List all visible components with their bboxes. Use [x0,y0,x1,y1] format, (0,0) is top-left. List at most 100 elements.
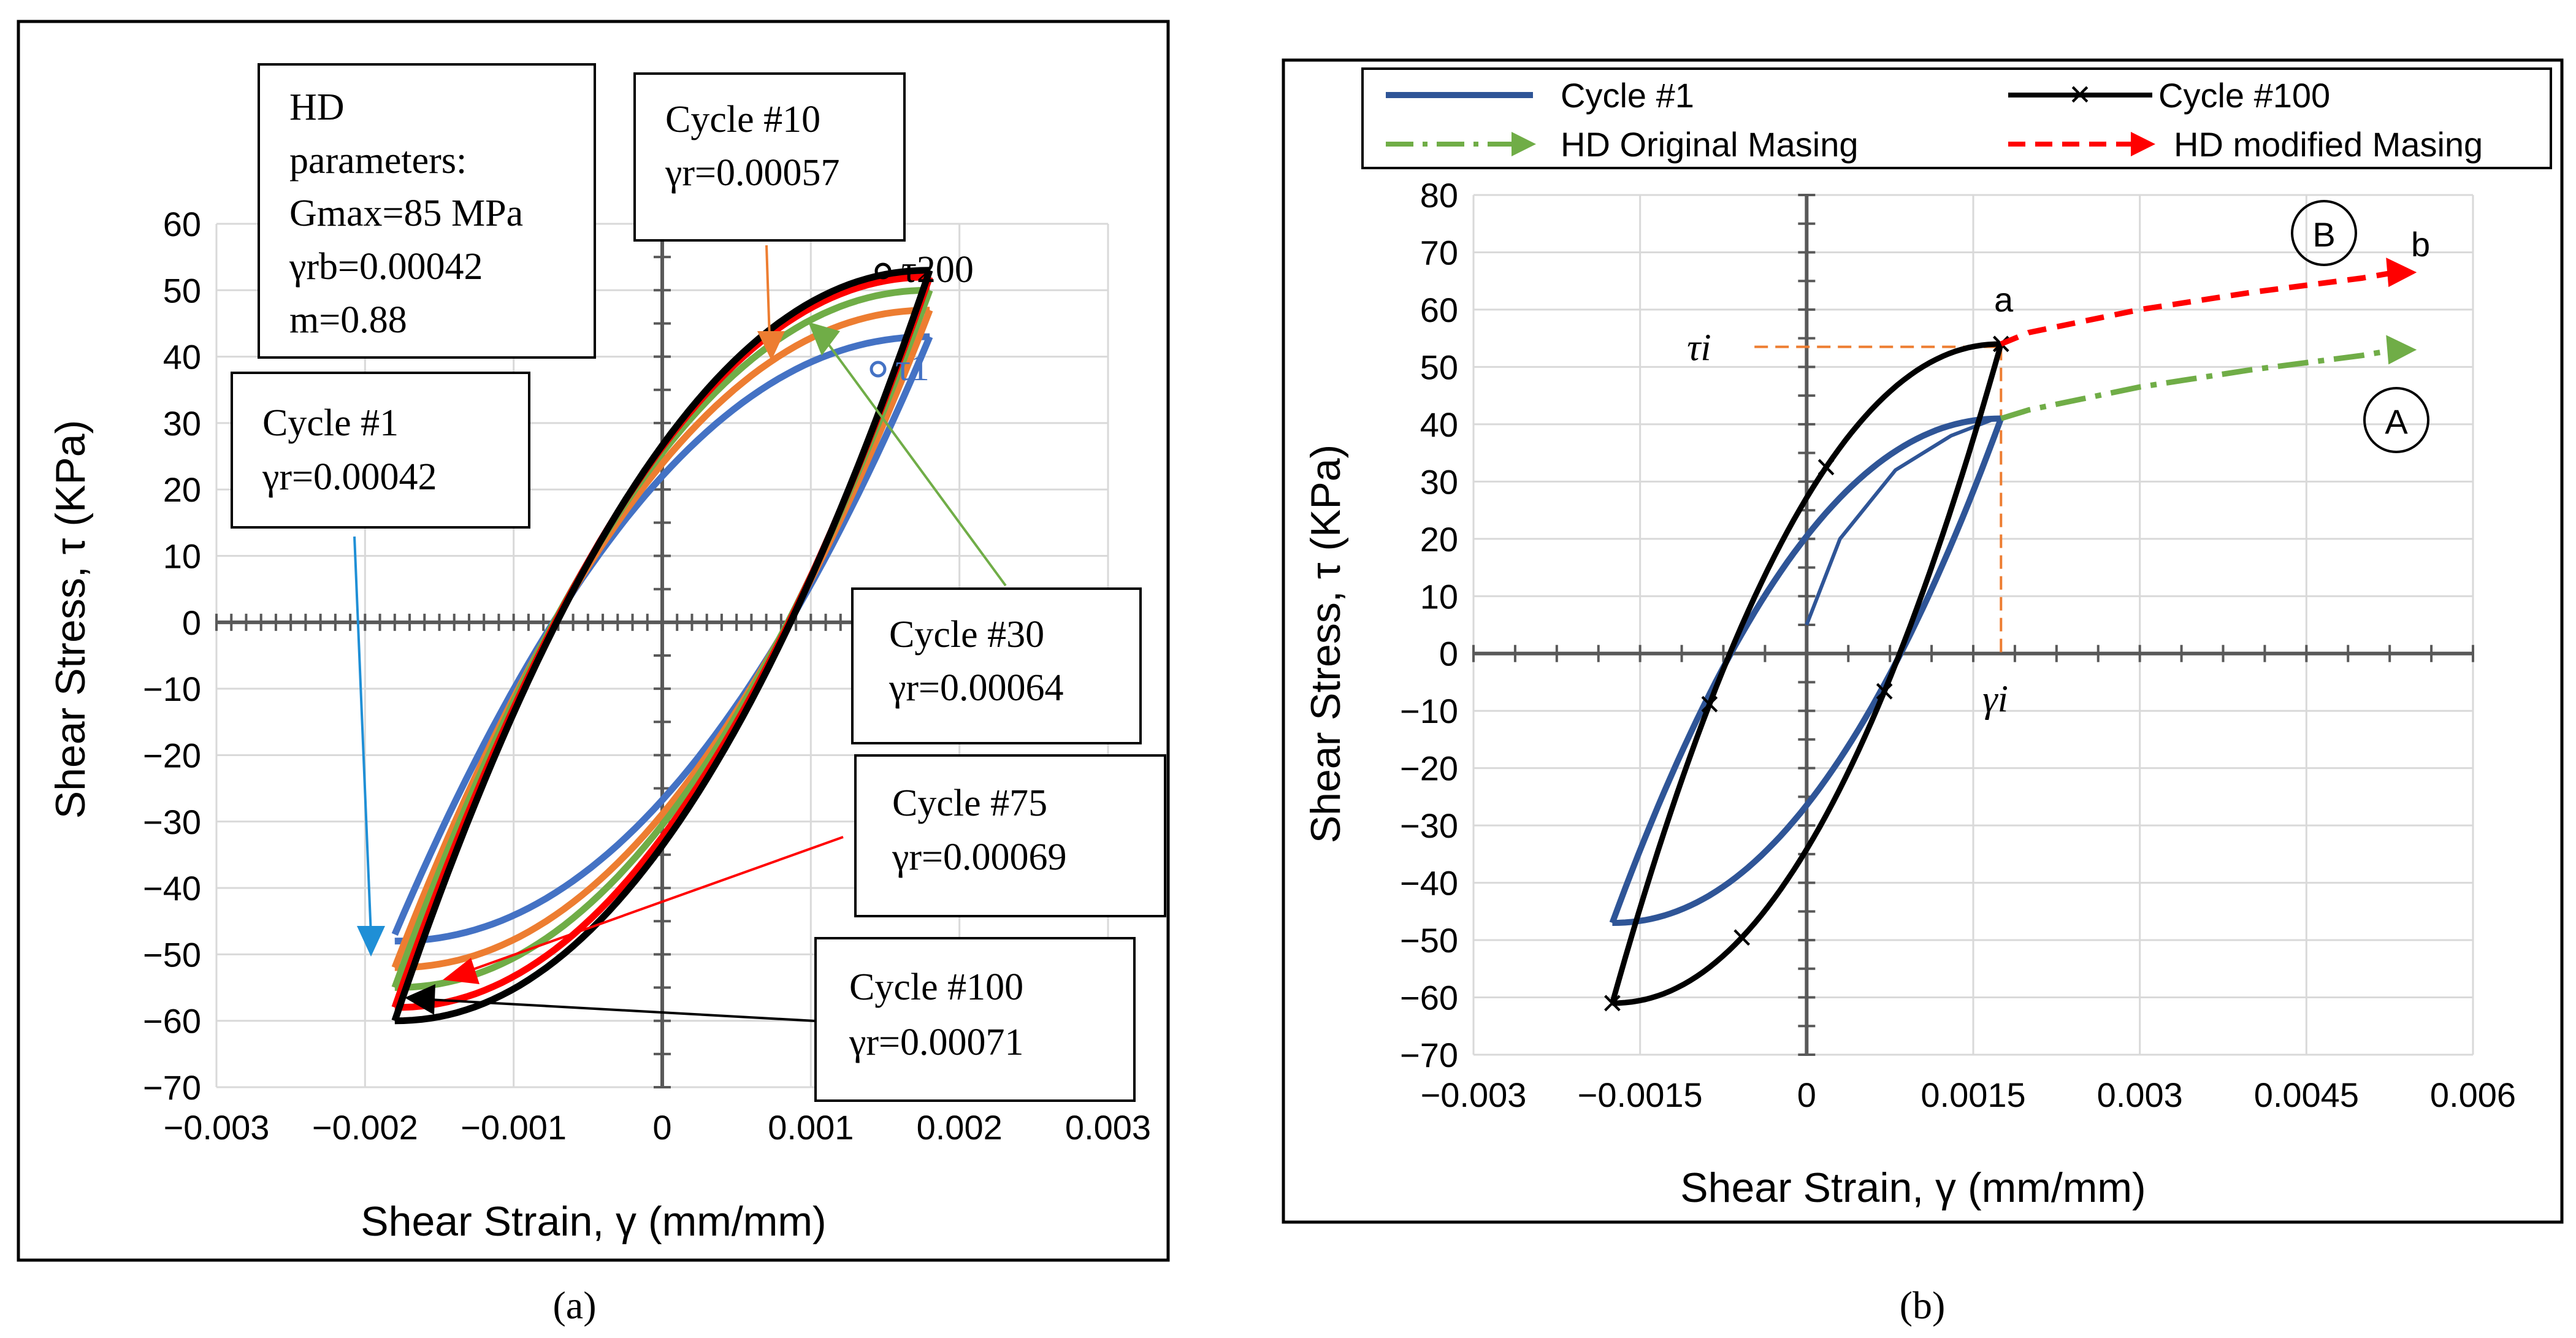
cycle30-box-frame [851,587,1142,744]
cycle30-box: Cycle #30 γr=0.00064 [851,587,1142,744]
cycle10-gamma: γr=0.00057 [665,152,840,194]
cycle30-arrow [827,342,1007,587]
legend-frame [1361,67,2552,169]
panel-b-gridlines [1472,194,2474,1056]
b-y-tick-label: 60 [1420,291,1458,329]
a-x-tick-label: −0.001 [461,1108,567,1147]
label-A: A [2385,402,2408,441]
tau200-marker [874,262,892,280]
panel-b-series-cycle-1-backbone [1805,416,1997,626]
a-y-tick-label: 60 [163,205,201,243]
cycle100-box: Cycle #100 γr=0.00071 [814,937,1136,1102]
cycle1-arrowhead [357,926,385,957]
hd-line-4: γrb=0.00042 [289,246,483,288]
b-y-tick-label: 80 [1420,176,1458,215]
b-y-tick-label: −30 [1400,806,1458,845]
cycle100-arrowhead [405,984,435,1015]
tau1-marker [869,361,887,378]
a-y-tick-label: −10 [143,670,201,708]
hd-line-2: parameters: [289,140,467,182]
a-y-tick-label: −30 [143,803,201,841]
b-x-tick-label: 0.006 [2430,1076,2516,1114]
panel-b-x-axis-label: Shear Strain, γ (mm/mm) [1680,1164,2146,1211]
legend-label-cycle100: Cycle #100 [2158,76,2330,115]
b-y-tick-label: −20 [1400,749,1458,788]
label-b-small: b [2411,225,2430,264]
cycle30-gamma: γr=0.00064 [889,667,1064,709]
cycle75-box: Cycle #75 γr=0.00069 [854,754,1166,917]
panel-a-x-axis-label: Shear Strain, γ (mm/mm) [361,1198,826,1245]
panel-b-series-hd-original-masing [2000,346,2396,421]
cycle100-marker: × [1874,671,1895,712]
b-x-tick-label: 0.003 [2097,1076,2183,1114]
panel-a-y-axis-label: Shear Stress, τ (KPa) [47,420,94,819]
label-B: B [2312,215,2335,254]
cycle10-arrow [765,245,771,338]
panel-a-series-cycle-100-upper [391,267,930,1022]
b-y-tick-label: 20 [1420,520,1458,559]
a-y-tick-label: −70 [143,1068,201,1107]
a-y-tick-label: 40 [163,338,201,377]
a-y-tick-label: −20 [143,736,201,774]
panel-b-tick-labels: −0.003 −0.0015 0 0.0015 0.003 0.0045 0.006 80 70… [1400,176,2516,1114]
panel-b-series-hd-modified-masing-arrowhead [2386,258,2417,288]
legend-label-cycle1: Cycle #1 [1561,76,1694,115]
cycle1-box: Cycle #1 γr=0.00042 [231,372,530,529]
tau-i-label: τi [1687,327,1711,369]
a-x-tick-label: 0 [652,1108,671,1147]
cycle30-title: Cycle #30 [889,614,1044,656]
b-x-tick-label: 0.0015 [1921,1076,2025,1114]
b-y-tick-label: −50 [1400,921,1458,960]
panel-a-tick-labels: −0.003 −0.002 −0.001 0 0.001 0.002 0.003 60 50 40… [143,205,1151,1147]
b-x-tick-label: 0.0045 [2254,1076,2359,1114]
panel-a-series-cycle-1-upper [391,333,930,936]
a-y-tick-label: 0 [182,603,201,642]
hd-parameters-box: HD parameters: Gmax=85 MPa γrb=0.00042 m… [258,63,596,359]
a-y-tick-label: 10 [163,537,201,576]
b-y-tick-label: −60 [1400,979,1458,1017]
a-y-tick-label: −60 [143,1002,201,1041]
b-y-tick-label: 70 [1420,233,1458,272]
b-y-tick-label: 40 [1420,405,1458,444]
cycle30-arrowhead [808,322,840,356]
b-y-tick-label: 10 [1420,577,1458,616]
a-y-tick-label: 30 [163,404,201,443]
label-A-circle [2363,387,2429,453]
b-y-tick-label: 50 [1420,348,1458,386]
cycle100-gamma: γr=0.00071 [849,1022,1024,1063]
panel-b-legend: Cycle #1 × Cycle #100 HD Original Masing… [1361,67,2552,169]
b-x-tick-label: −0.003 [1421,1076,1527,1114]
cycle1-gamma: γr=0.00042 [262,456,437,498]
a-y-tick-label: −50 [143,935,201,974]
panel-a-curves [391,267,933,1025]
cycle100-marker: × [1816,446,1837,487]
b-y-tick-label: 0 [1439,635,1458,673]
panel-b-series-cycle-1-lower [1612,417,2004,926]
a-x-tick-label: −0.002 [312,1108,418,1147]
legend-label-original-masing: HD Original Masing [1561,125,1859,164]
panel-b-series-cycle-100-upper [1610,341,2001,1004]
a-y-tick-label: 20 [163,470,201,509]
cycle100-marker: × [1699,683,1720,724]
b-y-tick-label: −70 [1400,1036,1458,1074]
hd-line-1: HD [289,86,345,128]
a-x-tick-label: −0.003 [164,1108,270,1147]
panel-a-arrows [353,245,1007,1022]
hd-box-frame [258,63,596,359]
gamma-i-label: γi [1982,679,2008,721]
hd-line-5: m=0.88 [289,299,407,341]
cycle1-box-frame [231,372,530,529]
cycle100-marker: × [1602,982,1623,1023]
cycle100-box-frame [814,937,1136,1102]
hd-line-3: Gmax=85 MPa [289,193,523,234]
panel-b-series-cycle-1-upper [1609,415,2001,924]
a-y-tick-label: −40 [143,869,201,908]
cycle75-gamma: γr=0.00069 [892,836,1067,878]
panel-b-y-axis-label: Shear Stress, τ (KPa) [1302,445,1349,843]
panel-b: Cycle #1 × Cycle #100 HD Original Masing… [1282,58,2564,1327]
legend-label-modified-masing: HD modified Masing [2174,125,2483,164]
cycle75-arrow [465,836,844,973]
b-y-tick-label: −40 [1400,864,1458,903]
legend-arrow-original-masing [1512,132,1536,156]
